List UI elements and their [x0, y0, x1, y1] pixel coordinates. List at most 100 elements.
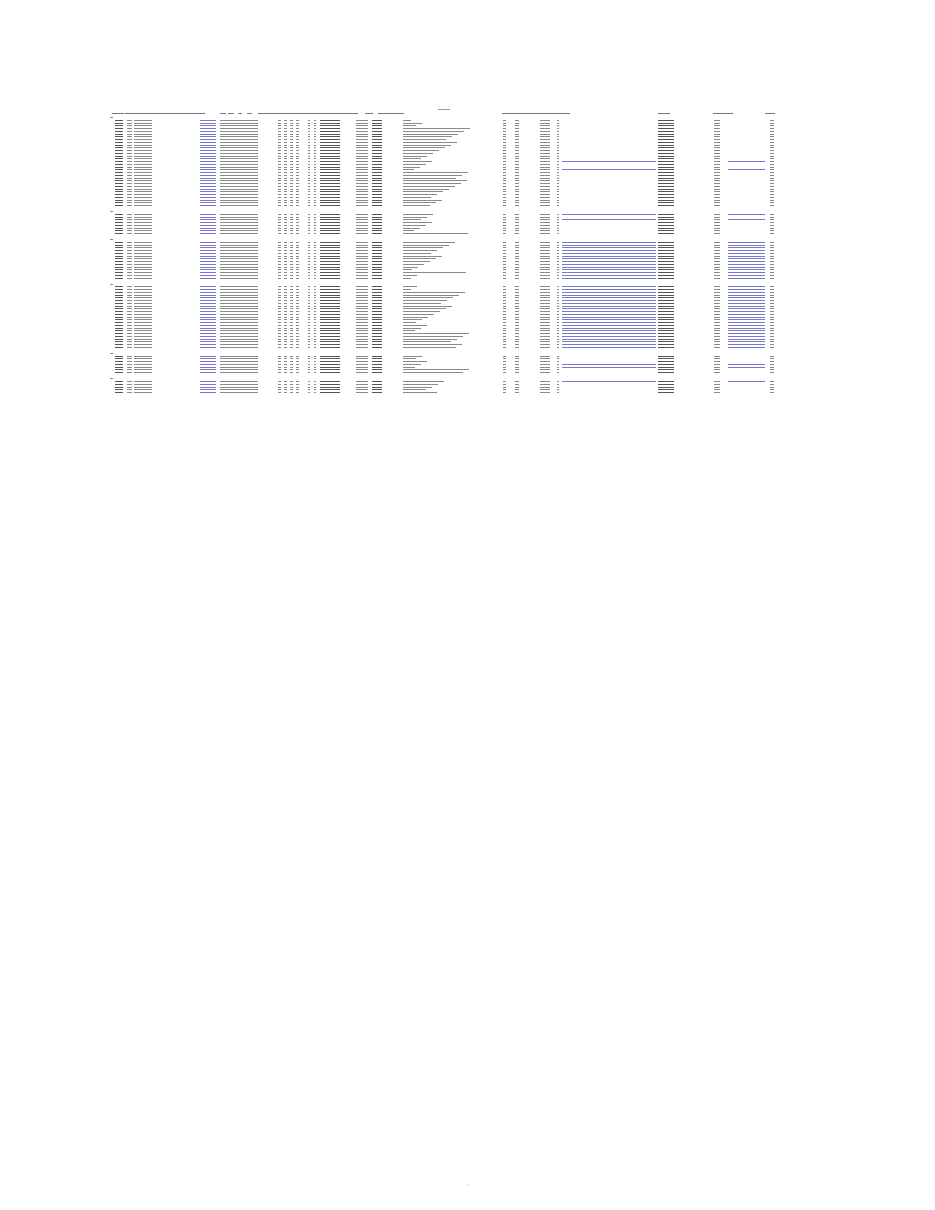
cell-link[interactable]	[728, 213, 765, 215]
cell-link[interactable]	[200, 202, 216, 204]
cell-link[interactable]	[562, 266, 656, 268]
cell-link[interactable]	[562, 219, 656, 221]
cell-link[interactable]	[728, 338, 765, 340]
cell-link[interactable]	[200, 196, 216, 198]
cell-link[interactable]	[562, 316, 656, 318]
cell-link[interactable]	[200, 244, 216, 246]
cell-link[interactable]	[562, 305, 656, 307]
cell-link[interactable]	[562, 269, 656, 271]
cell-link[interactable]	[200, 261, 216, 263]
cell-link[interactable]	[562, 333, 656, 335]
cell-link[interactable]	[200, 363, 216, 365]
cell-link[interactable]	[200, 392, 216, 393]
cell-link[interactable]	[200, 191, 216, 193]
cell-link[interactable]	[200, 346, 216, 348]
cell-link[interactable]	[562, 322, 656, 324]
cell-link[interactable]	[562, 313, 656, 315]
cell-link[interactable]	[200, 150, 216, 151]
cell-link[interactable]	[728, 302, 765, 304]
cell-link[interactable]	[200, 147, 216, 149]
cell-link[interactable]	[728, 272, 765, 274]
cell-link[interactable]	[200, 289, 216, 291]
cell-link[interactable]	[728, 263, 765, 265]
cell-link[interactable]	[200, 230, 216, 232]
cell-link[interactable]	[200, 255, 216, 257]
cell-link[interactable]	[200, 344, 216, 346]
cell-link[interactable]	[562, 297, 656, 299]
cell-link[interactable]	[200, 372, 216, 374]
cell-link[interactable]	[562, 241, 656, 243]
cell-link[interactable]	[200, 305, 216, 307]
cell-link[interactable]	[562, 300, 656, 302]
cell-link[interactable]	[200, 188, 216, 190]
cell-link[interactable]	[562, 272, 656, 274]
cell-link[interactable]	[728, 289, 765, 291]
cell-link[interactable]	[728, 169, 765, 171]
cell-link[interactable]	[728, 261, 765, 263]
cell-link[interactable]	[562, 363, 656, 365]
cell-link[interactable]	[200, 338, 216, 340]
cell-link[interactable]	[200, 355, 216, 357]
cell-link[interactable]	[200, 311, 216, 313]
cell-link[interactable]	[200, 128, 216, 129]
cell-link[interactable]	[200, 233, 216, 235]
cell-link[interactable]	[728, 308, 765, 310]
cell-link[interactable]	[200, 130, 216, 132]
cell-link[interactable]	[200, 274, 216, 276]
cell-link[interactable]	[200, 272, 216, 274]
cell-link[interactable]	[562, 381, 656, 382]
cell-link[interactable]	[200, 327, 216, 329]
cell-link[interactable]	[728, 322, 765, 324]
cell-link[interactable]	[200, 252, 216, 254]
cell-link[interactable]	[200, 316, 216, 318]
cell-link[interactable]	[200, 300, 216, 302]
cell-link[interactable]	[200, 174, 216, 176]
cell-link[interactable]	[728, 269, 765, 271]
cell-link[interactable]	[728, 344, 765, 346]
cell-link[interactable]	[200, 185, 216, 187]
cell-link[interactable]	[200, 241, 216, 243]
cell-link[interactable]	[200, 324, 216, 326]
cell-link[interactable]	[728, 219, 765, 221]
cell-link[interactable]	[562, 311, 656, 313]
cell-link[interactable]	[728, 294, 765, 296]
cell-link[interactable]	[728, 241, 765, 243]
cell-link[interactable]	[728, 381, 765, 382]
cell-link[interactable]	[728, 255, 765, 257]
cell-link[interactable]	[728, 311, 765, 313]
cell-link[interactable]	[728, 305, 765, 307]
cell-link[interactable]	[200, 247, 216, 249]
cell-link[interactable]	[200, 330, 216, 332]
cell-link[interactable]	[200, 163, 216, 165]
cell-link[interactable]	[200, 258, 216, 260]
cell-link[interactable]	[728, 297, 765, 299]
cell-link[interactable]	[562, 291, 656, 293]
cell-link[interactable]	[562, 338, 656, 340]
cell-link[interactable]	[728, 363, 765, 365]
cell-link[interactable]	[562, 213, 656, 215]
cell-link[interactable]	[200, 358, 216, 360]
cell-link[interactable]	[200, 302, 216, 304]
cell-link[interactable]	[200, 277, 216, 279]
cell-link[interactable]	[200, 161, 216, 162]
cell-link[interactable]	[562, 255, 656, 257]
cell-link[interactable]	[562, 263, 656, 265]
cell-link[interactable]	[562, 289, 656, 291]
cell-link[interactable]	[728, 274, 765, 276]
cell-link[interactable]	[728, 291, 765, 293]
cell-link[interactable]	[200, 322, 216, 324]
cell-link[interactable]	[562, 327, 656, 329]
cell-link[interactable]	[200, 136, 216, 138]
cell-link[interactable]	[200, 155, 216, 157]
cell-link[interactable]	[200, 166, 216, 168]
cell-link[interactable]	[728, 244, 765, 246]
cell-link[interactable]	[562, 252, 656, 254]
cell-link[interactable]	[200, 341, 216, 343]
cell-link[interactable]	[562, 335, 656, 337]
cell-link[interactable]	[200, 335, 216, 337]
cell-link[interactable]	[728, 327, 765, 329]
cell-link[interactable]	[562, 302, 656, 304]
cell-link[interactable]	[728, 335, 765, 337]
cell-link[interactable]	[200, 291, 216, 293]
cell-link[interactable]	[728, 333, 765, 335]
